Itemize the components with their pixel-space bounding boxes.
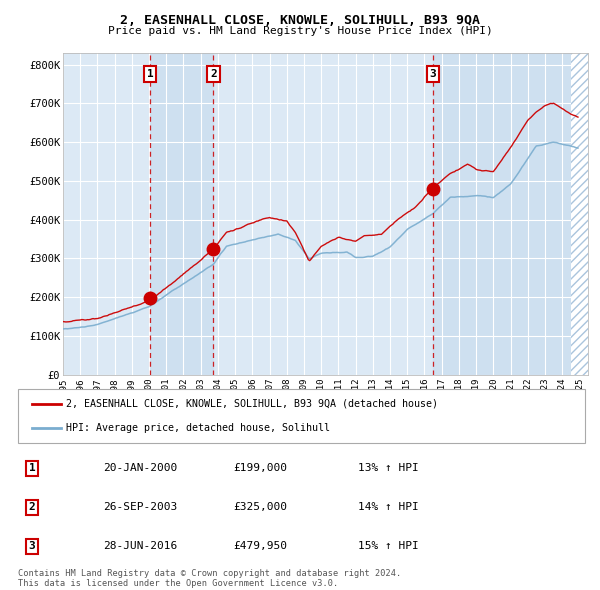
Text: 2: 2 — [210, 69, 217, 79]
Text: 26-SEP-2003: 26-SEP-2003 — [103, 503, 178, 512]
Text: 2, EASENHALL CLOSE, KNOWLE, SOLIHULL, B93 9QA (detached house): 2, EASENHALL CLOSE, KNOWLE, SOLIHULL, B9… — [66, 399, 438, 409]
Text: 14% ↑ HPI: 14% ↑ HPI — [358, 503, 419, 512]
Text: 28-JUN-2016: 28-JUN-2016 — [103, 542, 178, 551]
Text: 2: 2 — [29, 503, 35, 512]
Text: HPI: Average price, detached house, Solihull: HPI: Average price, detached house, Soli… — [66, 423, 330, 433]
Text: 20-JAN-2000: 20-JAN-2000 — [103, 464, 178, 473]
Text: 3: 3 — [29, 542, 35, 551]
Text: 3: 3 — [430, 69, 436, 79]
Text: 13% ↑ HPI: 13% ↑ HPI — [358, 464, 419, 473]
Text: £325,000: £325,000 — [233, 503, 287, 512]
Text: 1: 1 — [29, 464, 35, 473]
Text: Price paid vs. HM Land Registry's House Price Index (HPI): Price paid vs. HM Land Registry's House … — [107, 26, 493, 35]
Text: £479,950: £479,950 — [233, 542, 287, 551]
Text: Contains HM Land Registry data © Crown copyright and database right 2024.
This d: Contains HM Land Registry data © Crown c… — [18, 569, 401, 588]
Bar — [571, 53, 588, 375]
Text: £199,000: £199,000 — [233, 464, 287, 473]
Text: 1: 1 — [146, 69, 154, 79]
Bar — [150, 53, 214, 375]
Text: 2, EASENHALL CLOSE, KNOWLE, SOLIHULL, B93 9QA: 2, EASENHALL CLOSE, KNOWLE, SOLIHULL, B9… — [120, 14, 480, 27]
Bar — [433, 53, 588, 375]
Text: 15% ↑ HPI: 15% ↑ HPI — [358, 542, 419, 551]
FancyBboxPatch shape — [18, 389, 585, 442]
